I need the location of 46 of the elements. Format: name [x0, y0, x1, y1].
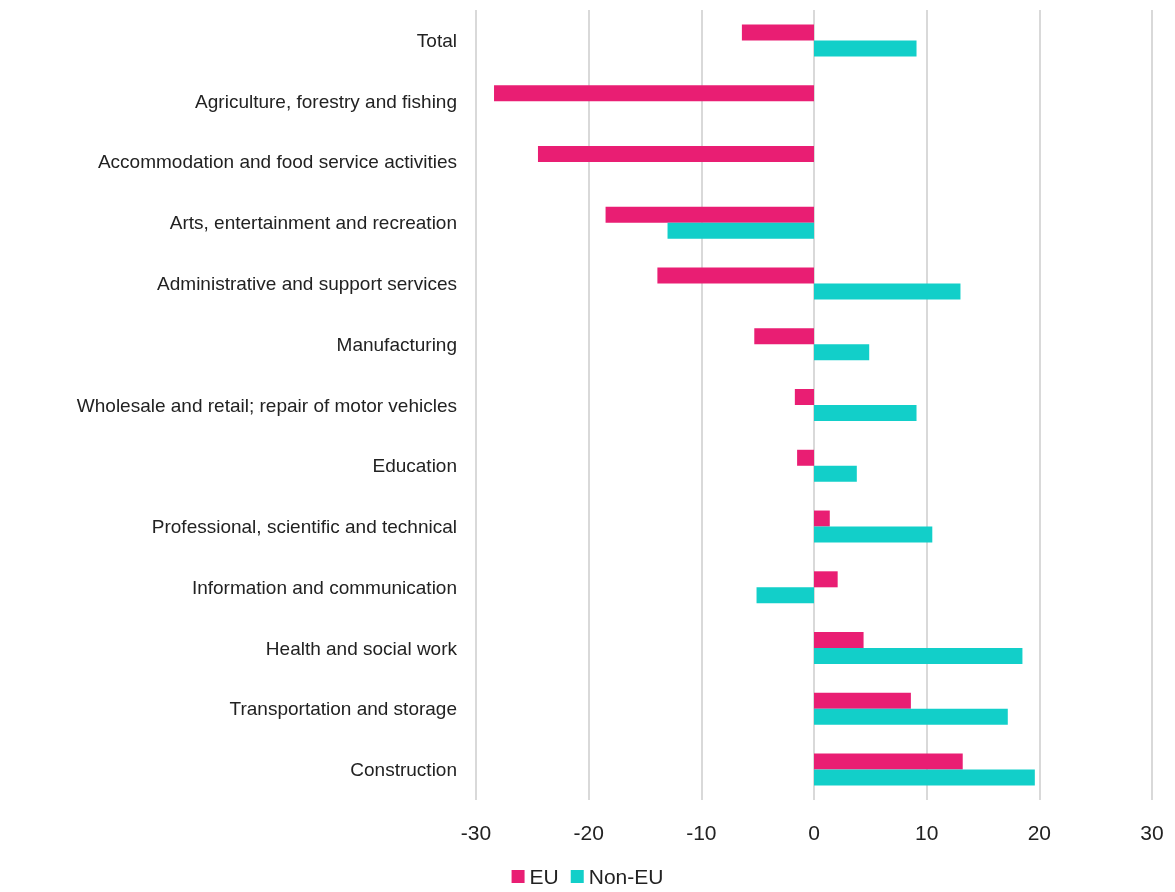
bar [814, 526, 933, 543]
bar [494, 85, 814, 102]
bar [814, 465, 857, 482]
bar [814, 405, 917, 421]
bar [754, 328, 814, 345]
bar [537, 145, 814, 162]
y-tick-label: Wholesale and retail; repair of motor vehicles [76, 394, 457, 416]
y-tick-label: Administrative and support services [157, 272, 457, 294]
bar [814, 753, 963, 770]
bar [814, 648, 1023, 665]
x-tick-label: 30 [1140, 821, 1164, 844]
bar [814, 40, 917, 57]
x-tick-label: 20 [1027, 821, 1052, 844]
x-tick-label: -20 [573, 821, 604, 844]
bar [756, 587, 814, 604]
y-tick-label: Construction [350, 759, 457, 781]
x-tick-label: -30 [460, 821, 492, 844]
y-tick-label: Manufacturing [336, 333, 457, 355]
bar [814, 769, 1035, 786]
x-tick-label: 0 [808, 821, 820, 844]
y-tick-label: Arts, entertainment and recreation [169, 212, 457, 234]
legend-label: Non-EU [588, 865, 664, 888]
bar [605, 206, 814, 223]
y-tick-label: Professional, scientific and technical [151, 516, 457, 538]
x-tick-label: -10 [686, 821, 717, 844]
y-tick-label: Transportation and storage [229, 698, 457, 720]
y-tick-label: Health and social work [265, 637, 458, 659]
bar [814, 344, 870, 361]
y-tick-label: Information and communication [191, 576, 457, 598]
bar [814, 692, 911, 709]
bar [814, 708, 1008, 725]
legend-label: EU [529, 865, 559, 888]
bar [814, 632, 864, 649]
bar [814, 283, 961, 300]
bar [797, 449, 814, 466]
y-tick-label: Total [416, 29, 457, 51]
bar [794, 389, 814, 405]
bar [814, 510, 830, 527]
bar [741, 24, 814, 41]
y-tick-label: Education [372, 455, 457, 477]
y-tick-label: Accommodation and food service activities [97, 151, 457, 173]
y-tick-label: Agriculture, forestry and fishing [195, 90, 457, 112]
bar [814, 571, 838, 588]
x-tick-label: 10 [914, 821, 939, 844]
bar [657, 267, 814, 284]
bar [667, 222, 814, 239]
